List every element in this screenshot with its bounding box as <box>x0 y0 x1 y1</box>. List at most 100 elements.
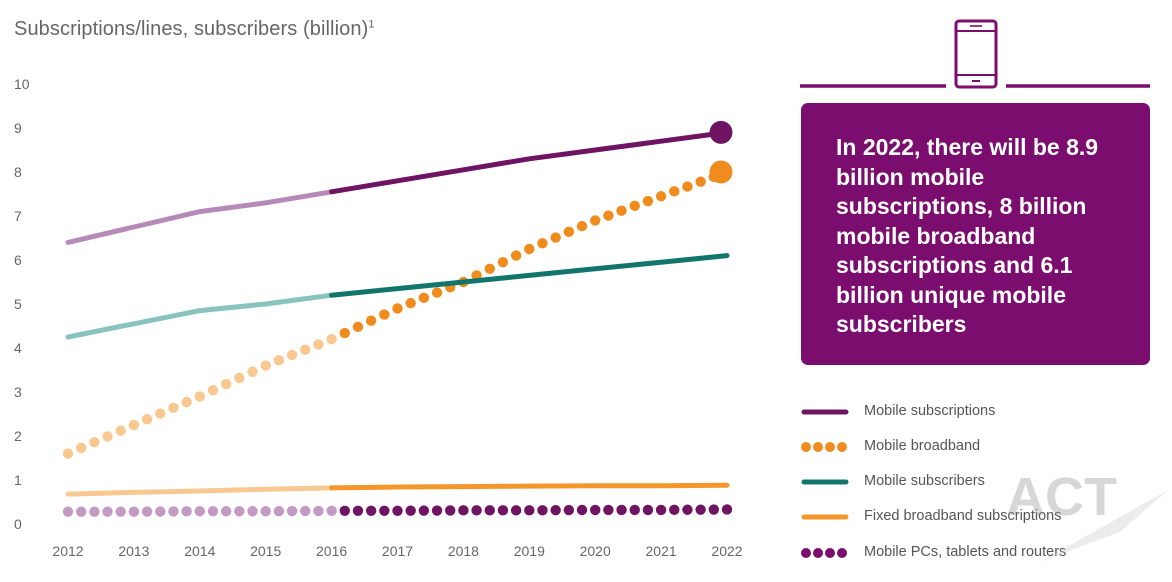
y-tick-label: 6 <box>14 252 22 268</box>
series-dot <box>392 505 403 516</box>
series-dot <box>194 391 205 402</box>
x-tick-label: 2015 <box>250 543 281 559</box>
legend-item: Mobile broadband <box>800 436 1140 458</box>
x-tick-label: 2016 <box>316 543 347 559</box>
series-dot <box>484 505 495 516</box>
series-dot <box>247 506 258 517</box>
series-dot <box>497 257 509 268</box>
series-dot <box>392 303 403 314</box>
legend-label: Mobile subscribers <box>864 473 985 489</box>
series-dot <box>194 506 205 517</box>
callout-box: In 2022, there will be 8.9 billion mobil… <box>801 103 1150 365</box>
series-dot <box>286 505 298 517</box>
series-dot <box>128 419 140 431</box>
series-dot <box>603 210 614 221</box>
series-dot <box>181 506 192 517</box>
callout-header <box>800 14 1152 94</box>
legend-swatch <box>801 479 849 485</box>
series-dot <box>537 238 548 249</box>
series-dot <box>642 504 654 516</box>
y-tick-label: 0 <box>14 516 22 532</box>
series-dot <box>497 505 509 516</box>
legend-item: Mobile subscribers <box>800 471 1140 493</box>
legend-swatch <box>801 514 849 520</box>
series-dot <box>471 505 482 516</box>
series-line-historical <box>65 485 335 497</box>
series-dot <box>273 505 285 517</box>
series-line-forecast <box>329 482 730 491</box>
series-dot <box>168 402 179 414</box>
series-dot <box>616 205 627 216</box>
series-dot <box>102 506 113 517</box>
series-dot <box>682 504 693 515</box>
series-dot <box>207 506 219 517</box>
legend-label: Fixed broadband subscriptions <box>864 508 1062 524</box>
y-tick-label: 5 <box>14 296 22 312</box>
y-tick-label: 10 <box>14 76 30 92</box>
series-dot <box>695 176 706 187</box>
chart-title-footnote: 1 <box>368 18 375 31</box>
legend-label: Mobile PCs, tablets and routers <box>864 544 1067 560</box>
series-dot <box>576 504 588 516</box>
series-dot <box>524 243 535 255</box>
series-dot <box>339 327 350 339</box>
series-dot <box>418 292 430 304</box>
series-dot <box>273 355 285 366</box>
series-dot <box>629 200 640 212</box>
series-dot <box>260 360 271 371</box>
y-tick-label: 2 <box>14 428 22 444</box>
x-tick-label: 2021 <box>646 543 677 559</box>
x-axis: 2012 2013 2014 2015 2016 2017 2018 2019 2020 2021… <box>52 543 742 559</box>
series-dot <box>550 504 561 516</box>
series-dot <box>510 250 522 261</box>
series-dot <box>629 504 640 516</box>
series-dot <box>286 349 298 361</box>
series-dot <box>168 506 179 517</box>
series-dot <box>563 504 575 516</box>
x-tick-label: 2017 <box>382 543 413 559</box>
series-dot <box>590 215 601 226</box>
legend-swatch <box>801 548 847 558</box>
series-dot <box>155 506 166 517</box>
x-tick-label: 2014 <box>184 543 215 559</box>
series-dot <box>62 448 74 459</box>
series-dot <box>234 372 245 384</box>
x-tick-label: 2019 <box>514 543 545 559</box>
series-dot <box>89 506 100 517</box>
y-tick-label: 8 <box>14 164 22 180</box>
series-dot <box>695 504 706 515</box>
series-line-historical <box>65 292 335 340</box>
series-dot <box>616 504 627 516</box>
y-tick-label: 4 <box>14 340 22 356</box>
series-dot <box>234 506 245 517</box>
series-dot <box>260 506 271 517</box>
series-end-marker <box>709 120 733 144</box>
series-mobile-pcs-tablets-and-routers <box>62 504 733 517</box>
y-tick-label: 1 <box>14 472 22 488</box>
series-dot <box>75 442 87 454</box>
series-line-forecast <box>329 129 730 195</box>
series-dot <box>431 287 443 298</box>
series-dot <box>141 414 153 425</box>
legend-swatch <box>801 409 849 415</box>
series-dot <box>576 220 588 232</box>
x-tick-label: 2020 <box>580 543 611 559</box>
x-tick-label: 2012 <box>52 543 83 559</box>
series-dot <box>313 339 324 350</box>
series-dot <box>537 505 548 516</box>
y-axis: 0 1 2 3 4 5 6 7 8 9 10 <box>14 76 30 532</box>
series-dot <box>708 504 720 515</box>
series-dot <box>62 506 74 517</box>
series-dot <box>89 436 100 448</box>
series-dot <box>379 505 390 516</box>
series-dot <box>379 309 390 320</box>
series-dot <box>550 232 561 243</box>
x-tick-label: 2018 <box>448 543 479 559</box>
series-mobile-broadband <box>62 160 733 459</box>
legend-item: Fixed broadband subscriptions <box>800 506 1140 528</box>
series-dot <box>603 504 614 516</box>
y-tick-label: 7 <box>14 208 22 224</box>
series-dot <box>102 431 113 442</box>
series-end-marker <box>709 160 733 184</box>
callout-text: In 2022, there will be 8.9 billion mobil… <box>836 134 1099 337</box>
